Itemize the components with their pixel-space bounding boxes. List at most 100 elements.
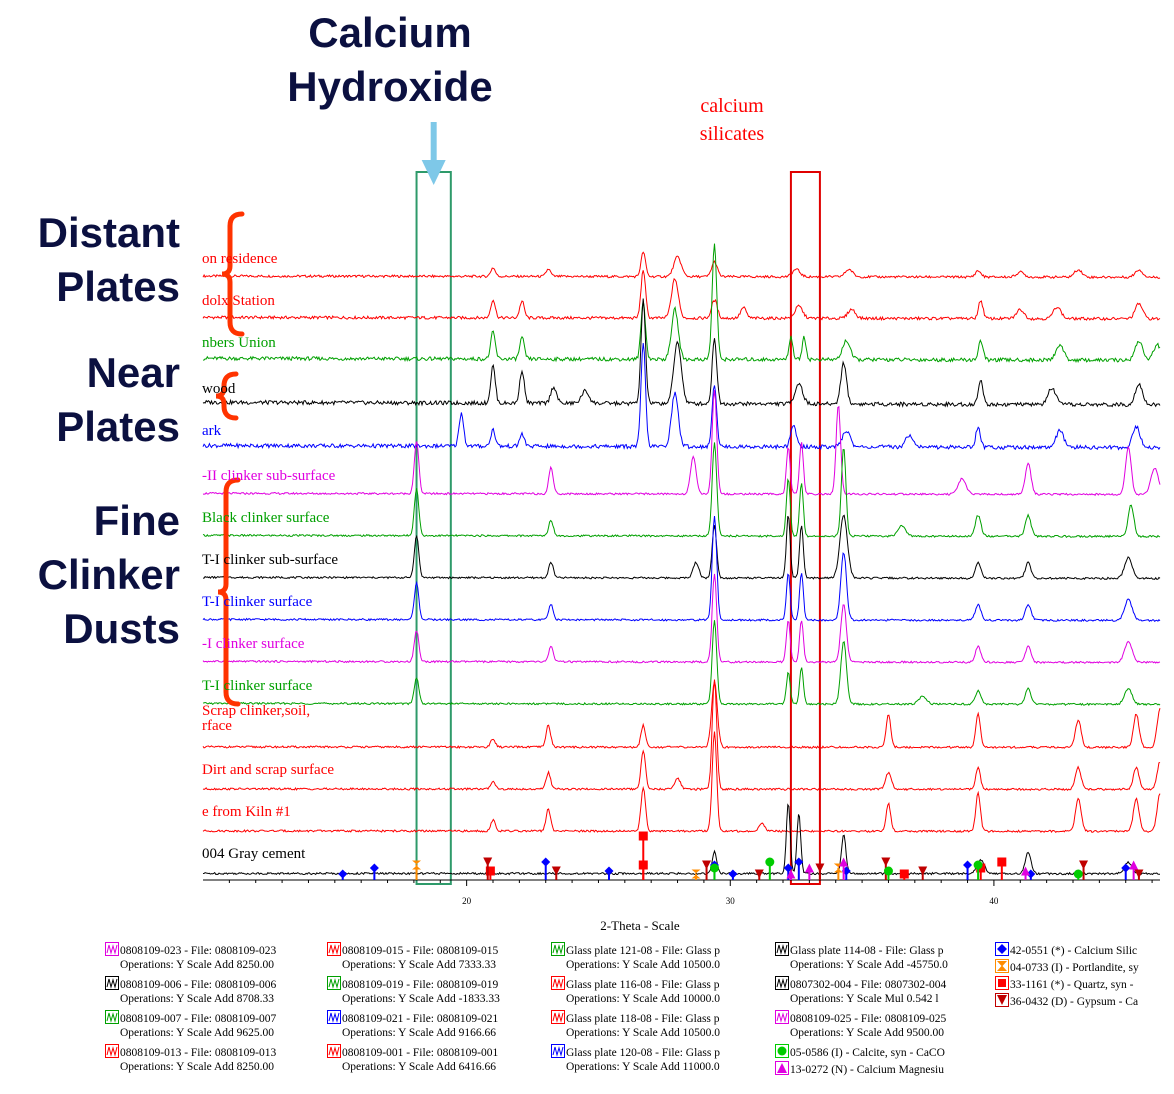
near-plates-brace: [215, 371, 239, 421]
legend-file-text: 0808109-019 - File: 0808109-019: [342, 979, 499, 991]
ref-marker-3-7: [1079, 860, 1089, 870]
xrd-trace-10: [202, 573, 1161, 665]
legend-item-0-1: 0808109-006 - File: 0808109-006: [105, 976, 317, 991]
diamond-marker-icon: [995, 942, 1009, 956]
fine-line3: Dusts: [63, 605, 180, 652]
distant-plates-label: Distant Plates: [0, 206, 180, 314]
pattern-line-icon: [105, 1010, 119, 1024]
near-line1: Near: [86, 349, 180, 396]
trace-label-7: Black clinker surface: [202, 510, 330, 526]
legend-operations-text: Operations: Y Scale Add 8250.00: [120, 959, 275, 971]
arrow-head: [421, 160, 446, 185]
legend-file-text: 0808109-021 - File: 0808109-021: [342, 1013, 499, 1025]
ref-marker-5-2: [839, 857, 849, 867]
legend-file-text: 36-0432 (D) - Gypsum - Ca: [1010, 996, 1139, 1008]
legend-operations-text: Operations: Y Scale Add 7333.33: [342, 959, 497, 971]
near-plates-label: Near Plates: [0, 346, 180, 454]
trace-label-1: on residence: [202, 251, 278, 267]
legend-file-text: 0808109-007 - File: 0808109-007: [120, 1013, 277, 1025]
ref-marker-3-0: [483, 857, 493, 867]
x-tick-label-20: 20: [462, 896, 472, 906]
legend-item-4-0: 42-0551 (*) - Calcium Silic: [995, 942, 1173, 957]
pattern-line-icon: [327, 942, 341, 956]
pattern-line-icon: [775, 976, 789, 990]
ref-marker-5-3: [1021, 866, 1031, 876]
pattern-line-icon: [327, 1044, 341, 1058]
legend-item-4-2: 33-1161 (*) - Quartz, syn -: [995, 976, 1173, 991]
ref-marker-0-2: [541, 857, 551, 867]
square-marker-icon: [995, 976, 1009, 990]
pattern-line-icon: [551, 1044, 565, 1058]
xrd-trace-12: [202, 681, 1161, 750]
trace-label-2: dolx Station: [202, 293, 275, 309]
arrow-shaft: [430, 122, 437, 166]
distant-line1: Distant: [37, 209, 180, 256]
legend-file-text: 0807302-004 - File: 0807302-004: [790, 979, 947, 991]
legend-item-1-2: 0808109-021 - File: 0808109-021: [327, 1010, 539, 1025]
legend-operations-text: Operations: Y Scale Add 6416.66: [342, 1061, 497, 1073]
trace-label-9: T-I clinker surface: [202, 594, 313, 610]
trace-label-11: T-I clinker surface: [202, 678, 313, 694]
ref-marker-0-9: [963, 860, 973, 870]
ref-marker-3-8: [1134, 869, 1144, 879]
calcium-hydroxide-box: [415, 171, 452, 885]
pattern-line-icon: [551, 942, 565, 956]
legend-item-3-1: 0807302-004 - File: 0807302-004: [775, 976, 987, 991]
ref-marker-3-3: [754, 869, 764, 879]
ref-marker-0-10: [1026, 869, 1036, 879]
calcium-silicates-line1: calcium: [700, 95, 764, 117]
ref-marker-1-1: [691, 869, 701, 879]
trace-label-10: -I clinker surface: [202, 636, 305, 652]
ref-marker-2-2: [899, 869, 909, 879]
pattern-line-icon: [105, 1044, 119, 1058]
legend-item-1-0: 0808109-015 - File: 0808109-015: [327, 942, 539, 957]
ref-marker-4-2: [883, 866, 893, 876]
xrd-trace-5: [202, 342, 1161, 451]
xrd-trace-7: [202, 442, 1161, 539]
pattern-line-icon: [327, 976, 341, 990]
pattern-line-icon: [551, 1010, 565, 1024]
xrd-trace-4: [202, 298, 1161, 408]
legend-file-text: 13-0272 (N) - Calcium Magnesiu: [790, 1064, 944, 1076]
legend-item-0-3: 0808109-013 - File: 0808109-013: [105, 1044, 317, 1059]
legend-file-text: 04-0733 (I) - Portlandite, sy: [1010, 962, 1139, 974]
legend-operations-text: Operations: Y Scale Add -45750.0: [790, 959, 948, 971]
ref-marker-0-5: [728, 869, 738, 879]
legend-item-3-2: 0808109-025 - File: 0808109-025: [775, 1010, 987, 1025]
calcium-hydroxide-line2: Hydroxide: [287, 63, 493, 110]
ref-marker-0-3: [604, 866, 614, 876]
xrd-trace-6: [202, 389, 1161, 497]
quartz-main-marker: [638, 831, 648, 841]
legend-item-3-4: 13-0272 (N) - Calcium Magnesiu: [775, 1061, 987, 1076]
ref-marker-3-6: [918, 866, 928, 876]
legend-operations-text: Operations: Y Scale Add -1833.33: [342, 993, 500, 1005]
triangle-down-marker-icon: [995, 993, 1009, 1007]
fine-clinker-dusts-brace: [217, 477, 241, 707]
legend-operations-text: Operations: Y Scale Add 10000.0: [566, 993, 721, 1005]
ref-marker-5-4: [1129, 860, 1139, 870]
xrd-trace-15: [202, 803, 1161, 876]
ref-marker-0-1: [369, 863, 379, 873]
legend-file-text: Glass plate 116-08 - File: Glass p: [566, 979, 720, 991]
xrd-trace-2: [202, 270, 1161, 322]
legend-item-0-0: 0808109-023 - File: 0808109-023: [105, 942, 317, 957]
xrd-trace-14: [202, 731, 1161, 834]
ref-marker-0-11: [1121, 863, 1131, 873]
pattern-line-icon: [775, 942, 789, 956]
legend-operations-text: Operations: Y Scale Add 9500.00: [790, 1027, 945, 1039]
xrd-trace-1: [202, 251, 1161, 280]
legend-file-text: Glass plate 114-08 - File: Glass p: [790, 945, 944, 957]
pattern-line-icon: [327, 1010, 341, 1024]
calcium-silicates-line2: silicates: [699, 123, 765, 145]
pattern-line-icon: [775, 1010, 789, 1024]
ref-marker-0-7: [794, 857, 804, 867]
legend-item-3-3: 05-0586 (I) - Calcite, syn - CaCO: [775, 1044, 987, 1059]
legend-file-text: 0808109-015 - File: 0808109-015: [342, 945, 499, 957]
legend-item-1-1: 0808109-019 - File: 0808109-019: [327, 976, 539, 991]
xrd-trace-9: [202, 516, 1161, 623]
ref-marker-0-6: [783, 863, 793, 873]
x-tick-label-30: 30: [726, 896, 736, 906]
legend-operations-text: Operations: Y Scale Add 8250.00: [120, 1061, 275, 1073]
xrd-trace-13: [202, 679, 1161, 792]
legend-file-text: 0808109-023 - File: 0808109-023: [120, 945, 277, 957]
